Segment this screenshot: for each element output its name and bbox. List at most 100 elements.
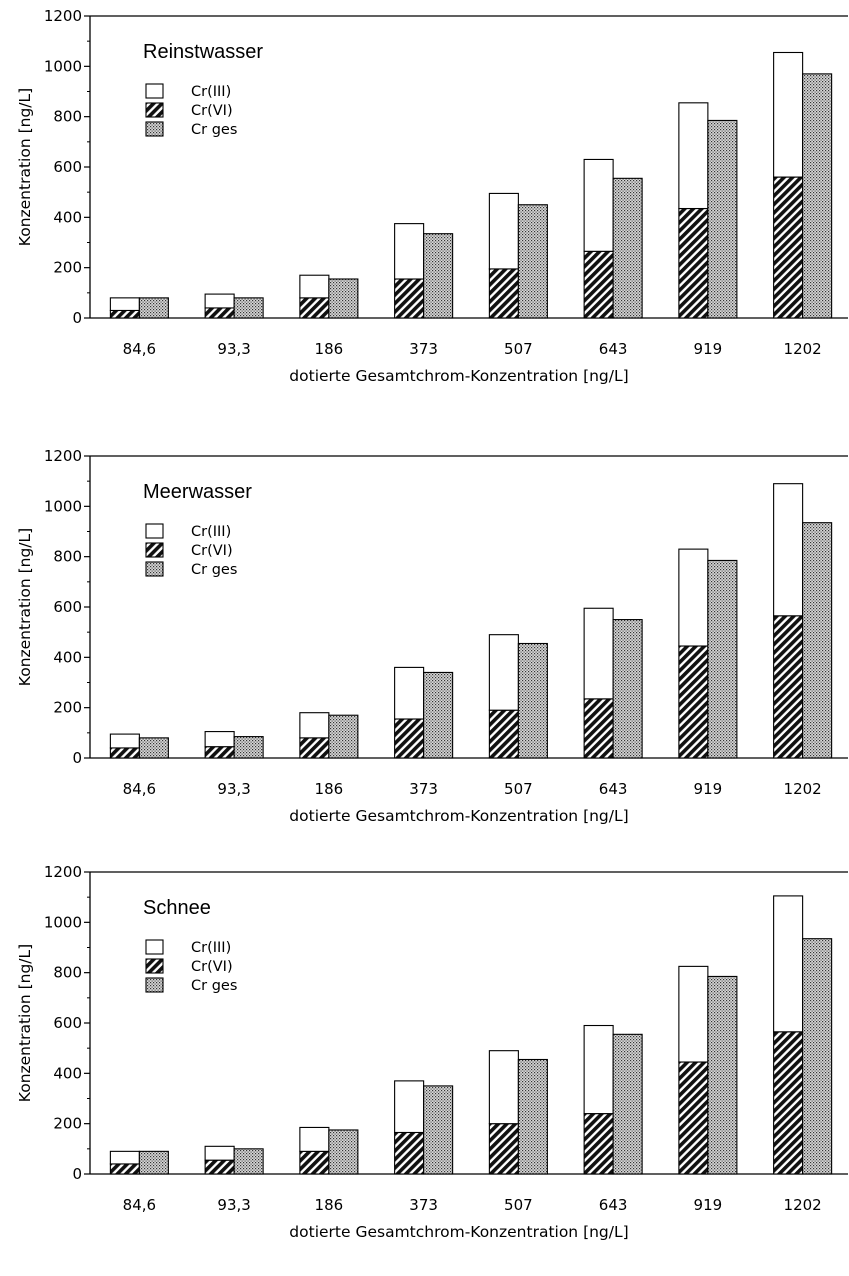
bar-cr-vi (394, 1131, 425, 1175)
x-tick-label: 373 (409, 780, 438, 798)
bar-cr-vi (299, 1150, 330, 1175)
bar-cr-vi (299, 737, 330, 759)
x-tick-label: 186 (315, 1196, 344, 1214)
bar-cr-ges (612, 1033, 643, 1175)
bar-cr-iii (773, 51, 804, 178)
bar-cr-vi (773, 615, 804, 759)
bar-cr-iii (394, 1080, 425, 1134)
bar-cr-iii (678, 548, 709, 647)
bar-cr-vi (394, 278, 425, 319)
x-tick-label: 919 (694, 340, 723, 358)
bar-cr-ges (707, 119, 738, 319)
y-tick-label: 200 (53, 699, 82, 717)
bar-cr-iii (109, 297, 140, 312)
chart-svg: 0 200 400 600 800 1000 1200 Konzentration [ng/L… (16, 7, 848, 385)
bar-cr-iii (583, 607, 614, 700)
bar-cr-ges (328, 714, 359, 759)
bar-cr-vi (299, 297, 330, 319)
x-tick-label: 84,6 (123, 1196, 156, 1214)
bar-cr-ges (233, 297, 264, 319)
y-tick-label: 200 (53, 1115, 82, 1133)
bar-cr-vi (583, 250, 614, 319)
legend-label: Cr ges (191, 978, 237, 994)
bar-cr-ges (138, 737, 169, 759)
x-tick-label: 643 (599, 780, 628, 798)
y-tick-label: 0 (72, 1165, 82, 1183)
bar-cr-vi (773, 176, 804, 319)
y-tick-label: 600 (53, 158, 82, 176)
bar-cr-vi (678, 1061, 709, 1175)
bar-cr-iii (583, 158, 614, 252)
bar-cr-iii (488, 1050, 519, 1125)
bar-cr-iii (488, 634, 519, 711)
bar-cr-vi (109, 747, 140, 759)
legend-label: Cr(III) (191, 940, 231, 956)
legend-label: Cr ges (191, 562, 237, 578)
y-tick-label: 800 (53, 108, 82, 126)
bar-cr-iii (299, 712, 330, 739)
x-tick-label: 93,3 (217, 780, 250, 798)
bar-cr-vi (488, 1123, 519, 1175)
bar-cr-vi (204, 746, 235, 759)
bar-cr-vi (109, 1163, 140, 1175)
bar-cr-ges (802, 938, 833, 1175)
bar-cr-ges (612, 619, 643, 759)
bar-cr-iii (299, 274, 330, 299)
chart-schnee: 0 200 400 600 800 1000 1200 Konzentration [ng/L… (0, 856, 849, 1276)
legend-swatch (145, 958, 164, 974)
bar-cr-vi (678, 645, 709, 759)
y-tick-label: 600 (53, 598, 82, 616)
bar-cr-vi (583, 698, 614, 759)
y-tick-label: 0 (72, 749, 82, 767)
x-tick-label: 373 (409, 1196, 438, 1214)
bar-cr-vi (678, 207, 709, 319)
legend-swatch (145, 939, 164, 955)
bar-cr-ges (707, 975, 738, 1175)
y-tick-label: 1000 (44, 497, 82, 515)
panel-title: Schnee (143, 897, 211, 919)
x-axis-title: dotierte Gesamtchrom-Konzentration [ng/L… (289, 367, 628, 385)
bar-cr-iii (109, 733, 140, 749)
bar-cr-iii (204, 293, 235, 309)
y-axis-title: Konzentration [ng/L] (16, 528, 34, 686)
bar-cr-ges (138, 297, 169, 319)
x-axis-title: dotierte Gesamtchrom-Konzentration [ng/L… (289, 1223, 628, 1241)
bar-cr-iii (204, 731, 235, 748)
bar-cr-vi (394, 718, 425, 759)
bar-cr-iii (394, 223, 425, 280)
y-tick-label: 1000 (44, 913, 82, 931)
x-tick-label: 507 (504, 1196, 533, 1214)
legend-label: Cr(III) (191, 524, 231, 540)
legend-swatch (145, 523, 164, 539)
bar-cr-vi (583, 1113, 614, 1175)
y-tick-label: 1200 (44, 7, 82, 25)
y-tick-label: 1000 (44, 57, 82, 75)
bar-cr-ges (517, 642, 548, 759)
x-tick-label: 643 (599, 1196, 628, 1214)
x-tick-label: 507 (504, 340, 533, 358)
bar-cr-ges (802, 522, 833, 759)
x-tick-label: 1202 (784, 340, 822, 358)
panel-title: Meerwasser (143, 481, 252, 503)
y-tick-label: 400 (53, 648, 82, 666)
bar-cr-ges (423, 233, 454, 319)
bar-cr-iii (773, 895, 804, 1033)
legend-label: Cr(VI) (191, 103, 233, 119)
legend-swatch (145, 83, 164, 99)
y-tick-label: 400 (53, 1064, 82, 1082)
legend-swatch (145, 102, 164, 118)
y-axis-title: Konzentration [ng/L] (16, 944, 34, 1102)
x-tick-label: 84,6 (123, 340, 156, 358)
chart-reinstwasser: 0 200 400 600 800 1000 1200 Konzentration [ng/L… (0, 0, 849, 420)
x-tick-label: 84,6 (123, 780, 156, 798)
x-tick-label: 919 (694, 1196, 723, 1214)
panel-title: Reinstwasser (143, 41, 263, 63)
y-tick-label: 200 (53, 259, 82, 277)
legend-label: Cr(VI) (191, 959, 233, 975)
chart-svg: 0 200 400 600 800 1000 1200 Konzentration [ng/L… (16, 863, 848, 1241)
x-tick-label: 919 (694, 780, 723, 798)
bar-cr-iii (299, 1126, 330, 1152)
bar-cr-iii (488, 192, 519, 270)
y-axis-title: Konzentration [ng/L] (16, 88, 34, 246)
bar-cr-vi (109, 309, 140, 319)
